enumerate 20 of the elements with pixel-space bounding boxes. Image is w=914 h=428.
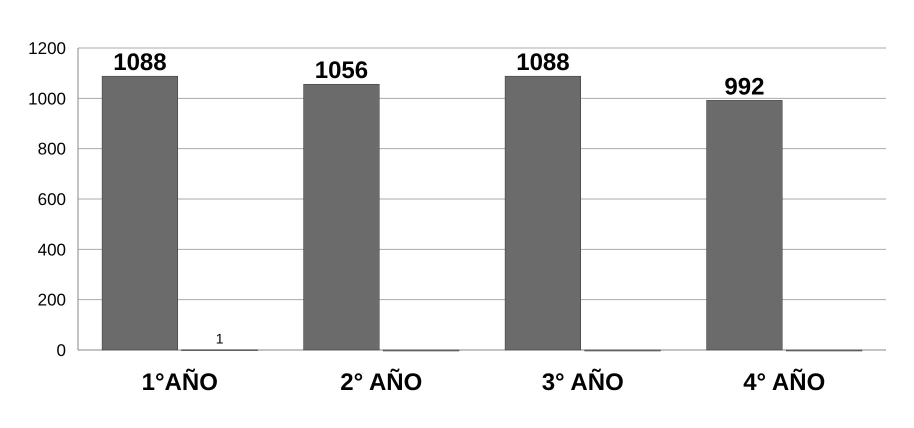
x-tick-label: 3° AÑO	[542, 368, 624, 396]
bar	[303, 84, 380, 350]
y-tick-label: 400	[38, 240, 66, 260]
x-tick-label: 4° AÑO	[743, 368, 826, 396]
data-label: 1056	[314, 57, 368, 84]
y-tick-label: 200	[38, 290, 66, 310]
y-tick-label: 800	[38, 140, 66, 159]
bar	[504, 76, 582, 350]
data-label: 1	[216, 330, 224, 347]
bar	[102, 76, 178, 350]
y-tick-label: 1200	[28, 39, 66, 58]
bar	[706, 100, 783, 350]
data-label: 1088	[113, 49, 167, 76]
data-label: 1088	[516, 49, 570, 76]
y-tick-label: 600	[38, 190, 66, 209]
y-tick-label: 1000	[28, 89, 66, 108]
x-tick-label: 1°AÑO	[142, 368, 218, 396]
data-label: 992	[724, 73, 764, 100]
y-tick-label: 0	[56, 341, 66, 360]
x-tick-label: 2° AÑO	[340, 368, 422, 396]
